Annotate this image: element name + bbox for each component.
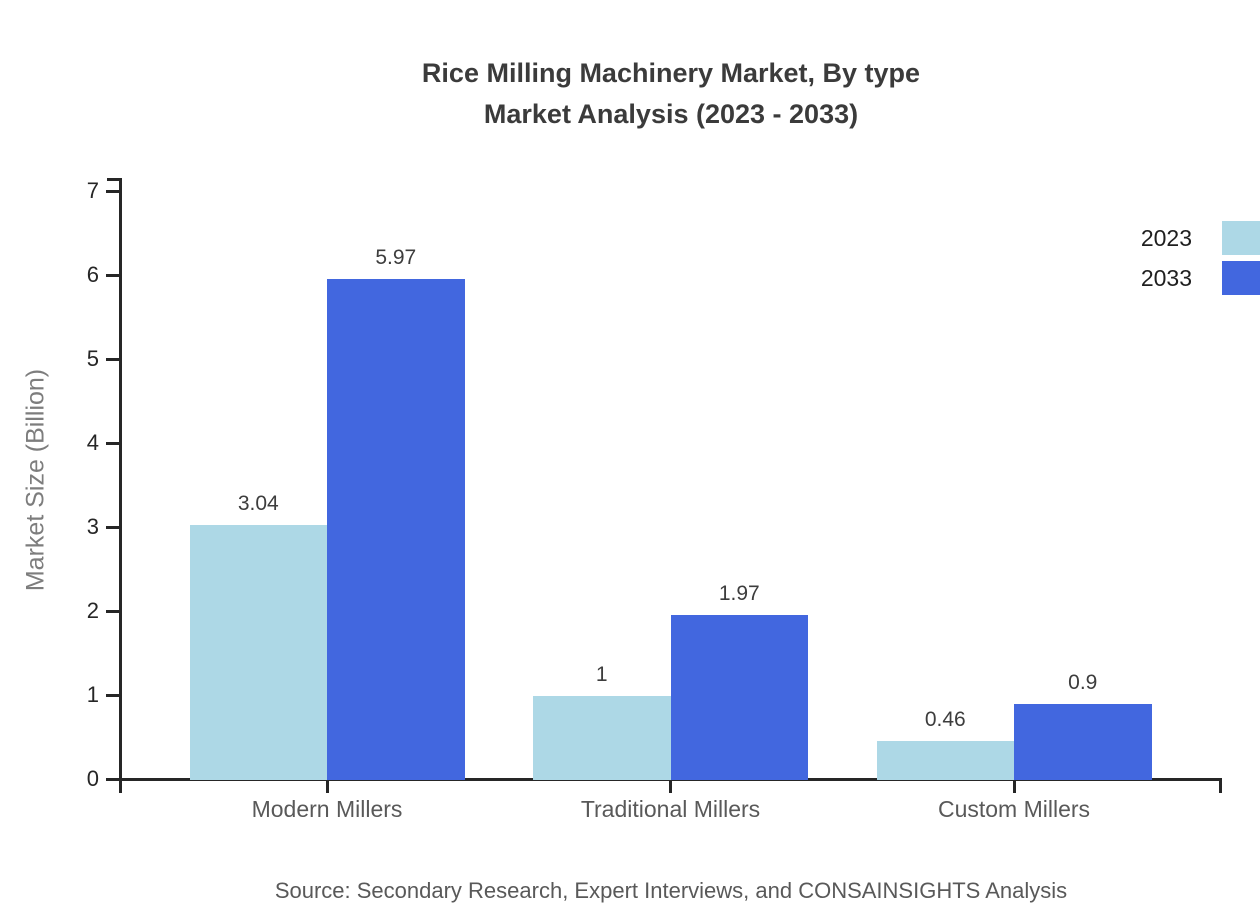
y-tick-mark — [106, 526, 119, 529]
bar-2033-0 — [327, 278, 465, 780]
legend-label: 2023 — [1140, 224, 1192, 251]
legend-swatch-2023 — [1222, 221, 1260, 255]
legend: 2023 2033 — [1141, 221, 1260, 301]
chart-title: Rice Milling Machinery Market, By type M… — [120, 53, 1222, 135]
bar-value-label: 3.04 — [237, 491, 279, 515]
y-tick-label: 2 — [86, 598, 99, 623]
y-tick-mark — [106, 358, 119, 361]
chart-title-line1: Rice Milling Machinery Market, By type — [421, 58, 921, 88]
y-axis-spine — [119, 178, 122, 793]
bar-value-label: 1 — [595, 663, 608, 686]
y-tick-label: 5 — [86, 346, 99, 371]
bar-2023-1 — [533, 696, 671, 780]
bar-value-label: 0.46 — [924, 708, 966, 732]
legend-item-2023: 2023 — [1141, 221, 1260, 255]
y-tick-label: 1 — [86, 682, 99, 707]
chart-title-line2: Market Analysis (2023 - 2033) — [483, 99, 859, 129]
legend-item-2033: 2033 — [1141, 261, 1260, 295]
y-tick-label: 4 — [86, 430, 99, 455]
x-category-label: Modern Millers — [251, 796, 403, 822]
x-category-label: Custom Millers — [937, 796, 1091, 822]
bar-value-label: 0.9 — [1068, 671, 1098, 695]
y-tick-mark — [106, 778, 119, 781]
y-axis-label: Market Size (Billion) — [21, 368, 50, 592]
x-tick-mark — [325, 781, 329, 793]
x-tick-mark — [1012, 781, 1016, 793]
bar-2023-2 — [876, 741, 1014, 780]
x-axis-end-cap — [1219, 778, 1222, 793]
bar-value-label: 5.97 — [375, 245, 417, 269]
source-note: Source: Secondary Research, Expert Inter… — [274, 878, 1068, 903]
y-axis-top-cap — [107, 178, 119, 181]
bar-2033-2 — [1014, 704, 1152, 780]
y-tick-label: 6 — [86, 262, 99, 287]
legend-swatch-2033 — [1222, 261, 1260, 295]
x-category-label: Traditional Millers — [580, 796, 761, 822]
y-tick-mark — [106, 694, 119, 697]
y-tick-mark — [106, 442, 119, 445]
bar-value-label: 1.97 — [718, 581, 760, 605]
x-tick-mark — [669, 781, 672, 793]
y-tick-mark — [106, 190, 119, 193]
y-tick-mark — [106, 274, 119, 277]
legend-label: 2033 — [1140, 264, 1192, 291]
bar-2033-1 — [670, 614, 808, 780]
bar-2023-0 — [189, 524, 327, 780]
y-tick-label: 7 — [86, 178, 99, 203]
y-tick-mark — [106, 610, 119, 613]
y-tick-label: 3 — [86, 514, 99, 539]
y-tick-label: 0 — [86, 766, 99, 791]
